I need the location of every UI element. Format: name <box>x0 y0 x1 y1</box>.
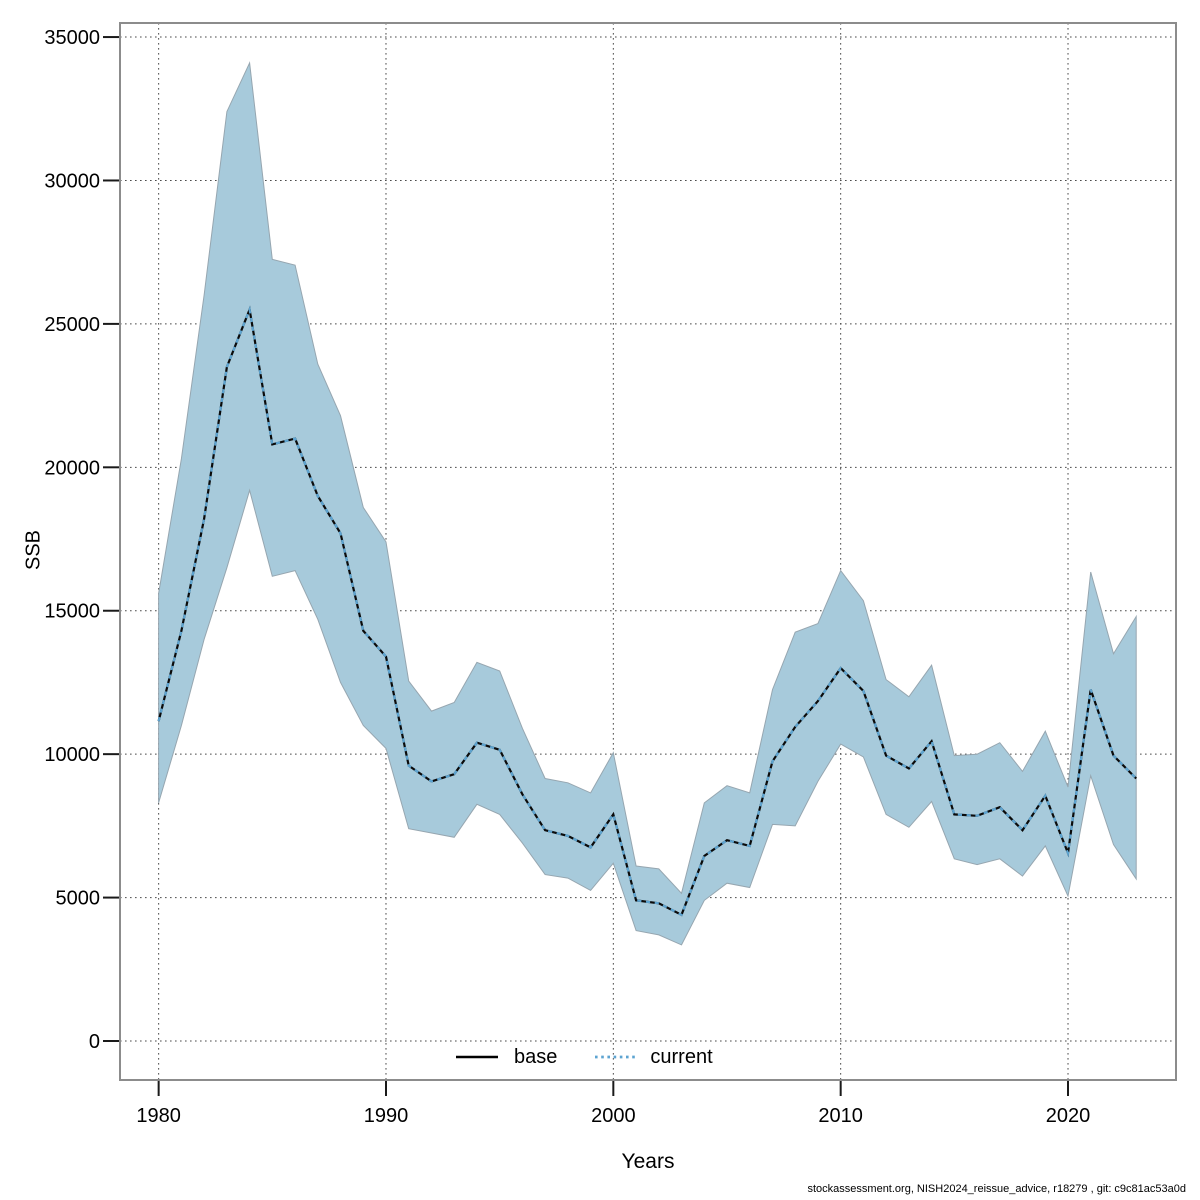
x-tick-label: 1980 <box>136 1105 181 1127</box>
y-tick-label: 20000 <box>44 457 100 479</box>
legend-base-label: base <box>514 1045 558 1068</box>
plot-border <box>119 22 1177 1081</box>
footer-credit: stockassessment.org, NISH2024_reissue_ad… <box>807 1183 1187 1195</box>
x-tick-label: 2010 <box>818 1105 863 1127</box>
x-axis-title: Years <box>621 1150 675 1173</box>
y-tick-label: 5000 <box>56 888 101 910</box>
y-tick-label: 15000 <box>44 601 100 623</box>
y-axis-title: SSB <box>22 529 45 571</box>
legend-current-label: current <box>650 1045 713 1068</box>
y-tick-label: 10000 <box>44 744 100 766</box>
confidence-band <box>158 61 1137 946</box>
y-tick-label: 30000 <box>44 170 100 192</box>
y-tick-label: 35000 <box>44 27 100 49</box>
legend-base-line-sample <box>456 1055 498 1059</box>
x-tick-label: 2000 <box>591 1105 636 1127</box>
current-line <box>157 305 1137 917</box>
legend-current-line-sample <box>595 1055 636 1059</box>
y-tick-label: 0 <box>89 1031 100 1053</box>
y-tick-label: 25000 <box>44 314 100 336</box>
legend: base current <box>456 1044 713 1070</box>
x-tick-label: 2020 <box>1046 1105 1091 1127</box>
x-tick-label: 1990 <box>364 1105 409 1127</box>
